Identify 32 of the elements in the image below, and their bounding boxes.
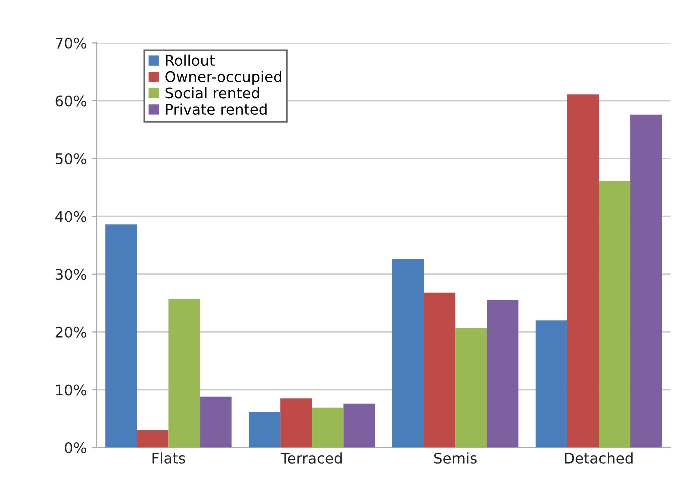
x-tick-label: Detached [565,452,633,464]
y-tick-label: 60% [56,96,86,107]
y-tick-label: 40% [56,211,86,222]
y-tick-label: 20% [56,326,86,338]
bar [312,408,344,448]
bar [392,259,424,448]
bar [249,412,281,448]
bar [456,328,488,448]
bar [344,404,376,448]
bar [630,114,662,448]
bar [168,299,200,448]
legend-label: Private rented [166,104,267,116]
bar [424,292,456,448]
legend-label: Rollout [166,54,215,66]
y-tick-label: 30% [56,269,86,280]
y-tick-label: 10% [56,384,86,396]
bar [137,430,169,448]
legend-label: Owner-occupied [166,71,282,86]
y-tick-label: 0% [65,442,86,454]
y-tick-label: 50% [56,153,86,165]
bar [200,396,232,448]
y-tick-label: 70% [56,38,86,49]
bar [487,300,519,448]
bar [598,181,631,448]
bar [106,224,138,448]
legend-label: Social rented [166,87,260,99]
bar [536,320,568,448]
x-tick-label: Terraced [280,452,342,464]
bar [280,398,312,448]
bar [567,94,599,448]
x-tick-label: Semis [434,452,477,464]
x-tick-label: Flats [152,452,186,464]
